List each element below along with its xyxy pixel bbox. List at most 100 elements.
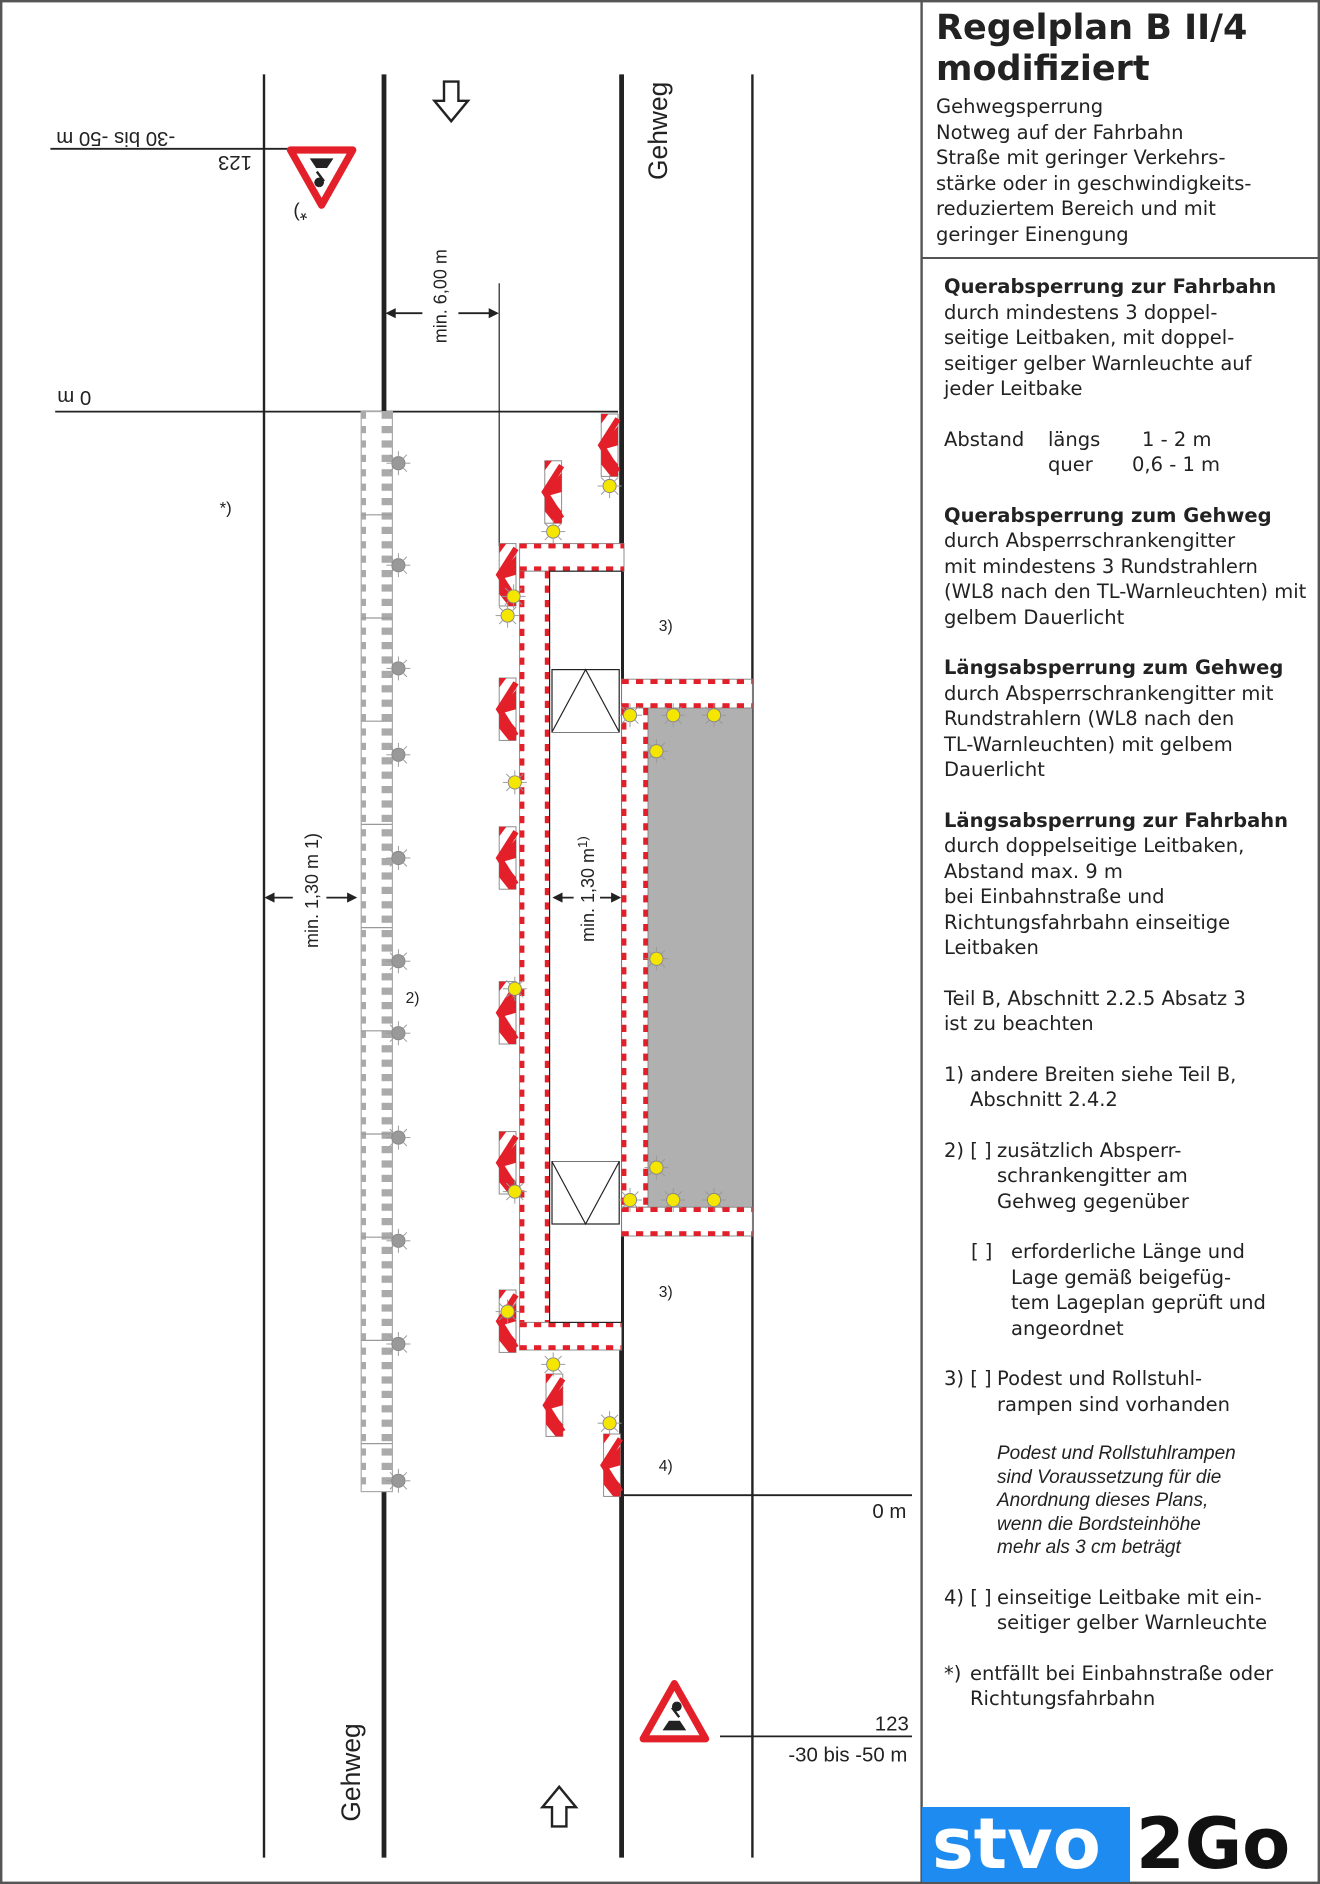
- spacer: [944, 452, 1048, 478]
- barrier-grid-top: [519, 543, 625, 572]
- sidewalk-grid-bottom: [621, 1206, 753, 1237]
- warning-light-yellow: [618, 703, 642, 728]
- abstand-row-quer: quer 0,6 - 1 m: [944, 452, 1312, 478]
- section-text: durch Absperrschrankengitter mit Rundstr…: [944, 681, 1274, 782]
- dimension-label-min-130-left: min. 1,30 m 1): [302, 833, 322, 948]
- note-text: erforderliche Länge und Lage gemäß beige…: [1011, 1240, 1266, 1340]
- plan-title: Regelplan B II/4 modifiziert: [936, 8, 1247, 90]
- warning-light-yellow: [644, 1155, 669, 1180]
- roadworks-sign-icon-top: [286, 146, 357, 209]
- rotating-light-gray: [386, 1332, 411, 1356]
- warning-light-yellow: [502, 1179, 527, 1204]
- guide-beacon: [600, 1433, 623, 1497]
- note-4-marker: 4): [659, 1458, 673, 1475]
- rotating-light-gray: [386, 742, 411, 767]
- zero-label-bottom: 0 m: [872, 1501, 906, 1523]
- plan-subtitle: Gehwegsperrung Notweg auf der Fahrbahn S…: [936, 95, 1252, 246]
- section-heading: Querabsperrung zur Fahrbahn: [944, 275, 1277, 298]
- laengs-label: längs: [1048, 427, 1101, 451]
- arrow-down-icon: [431, 80, 471, 124]
- roadworks-sign-icon-bottom: [639, 1680, 710, 1743]
- dimension-min-6m: [385, 308, 499, 319]
- dimension-min-130-left: [264, 892, 358, 903]
- note-star-top: *): [293, 201, 307, 222]
- note-marker: 2) [ ]: [944, 1138, 992, 1162]
- gehweg-label-bottom: Gehweg: [336, 1723, 366, 1821]
- sidewalk-barrier-grids: [621, 678, 753, 1237]
- legend-body: Querabsperrung zur Fahrbahn durch mindes…: [944, 274, 1312, 1712]
- note-star-left: *): [220, 499, 232, 518]
- section-heading: Längsabsperrung zum Gehweg: [944, 656, 1284, 679]
- guide-beacon: [495, 1131, 519, 1195]
- dimension-label-min-130-mid-sup: 1): [575, 836, 590, 848]
- rotating-light-gray: [386, 846, 411, 870]
- note-text: entfällt bei Einbahnstraße oder Richtung…: [970, 1661, 1274, 1711]
- plan-title-line1: Regelplan B II/4: [936, 8, 1248, 48]
- note-text: einseitige Leitbake mit ein- seitiger ge…: [997, 1585, 1268, 1635]
- note-marker: 1): [944, 1062, 965, 1086]
- note-marker: [ ]: [971, 1240, 993, 1263]
- warning-light-yellow: [644, 946, 669, 971]
- rotating-light-gray: [386, 1125, 411, 1150]
- quer-label: quer: [1048, 453, 1093, 476]
- guide-beacon: [542, 1373, 566, 1437]
- note-marker: *): [944, 1661, 962, 1685]
- optional-barrier-gray: [360, 410, 393, 1493]
- warning-light-yellow: [502, 976, 527, 1001]
- work-area: [648, 708, 753, 1208]
- warning-light-yellow: [501, 584, 526, 609]
- logo-part1: stvo: [922, 1807, 1130, 1882]
- warning-light-yellow: [597, 474, 622, 498]
- note-3-marker-bottom: 3): [659, 1284, 673, 1301]
- guide-beacon: [495, 826, 519, 890]
- note-4: 4) [ ] einseitige Leitbake mit ein- seiti…: [944, 1585, 1312, 1636]
- section-heading: Querabsperrung zum Gehweg: [944, 503, 1272, 527]
- legend-panel: Regelplan B II/4 modifiziert Gehwegsperr…: [922, 0, 1318, 1884]
- zero-label-top: 0 m: [57, 386, 91, 408]
- ramp-top: [551, 668, 620, 733]
- dimension-label-min-130-mid-text: min. 1,30 m: [578, 848, 598, 942]
- sidewalk-grid-top: [621, 678, 753, 709]
- rotating-light-gray: [386, 949, 411, 974]
- warning-light-yellow: [644, 739, 669, 764]
- barrier-grid-left: [519, 570, 551, 1323]
- section-text: durch mindestens 3 doppel- seitige Leitb…: [944, 300, 1252, 401]
- note-2: 2) [ ] zusätzlich Absperr- schrankengitte…: [944, 1138, 1312, 1215]
- abstand-row-laengs: Abstand längs 1 - 2 m: [944, 427, 1312, 453]
- warning-lights: [386, 451, 726, 1493]
- section-text: durch Absperrschrankengitter mit mindest…: [944, 529, 1307, 629]
- note-3: 3) [ ] Podest und Rollstuhl- rampen sind …: [944, 1366, 1312, 1417]
- arrow-up-icon: [539, 1784, 579, 1828]
- warning-light-yellow: [541, 1352, 566, 1377]
- note-1: 1) andere Breiten siehe Teil B, Abschnitt…: [944, 1062, 1312, 1113]
- guide-beacon: [541, 460, 565, 524]
- logo-part2: 2Go: [1136, 1803, 1291, 1884]
- section-heading: Längsabsperrung zur Fahrbahn: [944, 808, 1289, 832]
- warning-light-yellow: [495, 1299, 520, 1324]
- note-marker: 3) [ ]: [944, 1367, 992, 1390]
- barrier-grids: [519, 543, 625, 1351]
- guide-beacon: [495, 981, 519, 1045]
- note-text: zusätzlich Absperr- schrankengitter am G…: [997, 1138, 1189, 1213]
- warning-light-yellow: [661, 703, 686, 728]
- warning-light-yellow: [597, 1411, 622, 1436]
- distance-label-top: -30 bis -50 m: [56, 127, 175, 149]
- dimension-label-min-6m: min. 6,00 m: [430, 249, 450, 343]
- quer-value: 0,6 - 1 m: [1132, 453, 1221, 476]
- warning-light-yellow: [702, 703, 726, 728]
- rotating-light-gray: [386, 1468, 411, 1493]
- rotating-light-gray: [386, 553, 411, 578]
- rotating-light-gray: [386, 1228, 411, 1253]
- note-2b: [ ] erforderliche Länge und Lage gemäß be…: [944, 1239, 1312, 1341]
- dimension-label-min-130-mid: min. 1,30 m1): [575, 836, 598, 942]
- warning-light-yellow: [541, 519, 566, 544]
- warning-light-yellow: [495, 603, 520, 628]
- dimension-min-130-mid: [552, 892, 622, 903]
- distance-label-bottom: -30 bis -50 m: [788, 1745, 907, 1767]
- rotating-light-gray: [386, 1021, 411, 1046]
- teil-b-note: Teil B, Abschnitt 2.2.5 Absatz 3 ist zu …: [944, 986, 1246, 1036]
- warning-light-yellow: [702, 1188, 726, 1212]
- warning-light-yellow: [618, 1188, 642, 1212]
